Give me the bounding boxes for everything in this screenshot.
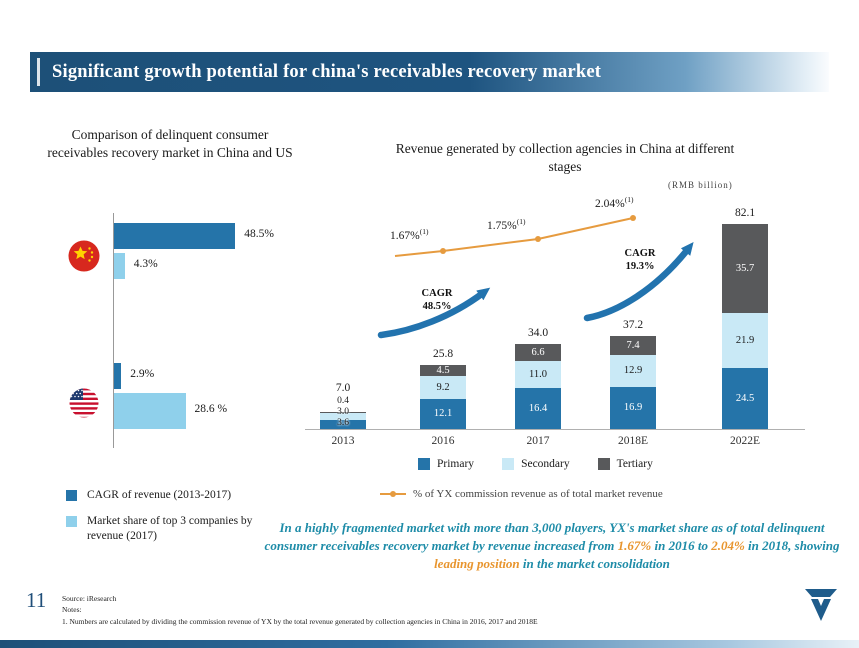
- legend-item-market-share: Market share of top 3 companies by reven…: [66, 514, 262, 544]
- cagr-annotation-2018-2022: CAGR 19.3%: [608, 247, 672, 273]
- stacked-bar-segment: 12.1: [420, 398, 466, 429]
- left-chart-value-label: 48.5%: [244, 228, 274, 240]
- legend-swatch-primary: [418, 458, 430, 470]
- stacked-bar-plot-area: 3.6 3.0 0.4 7.0 2013 12.1 9.2 4.5 25.8 2016 16.4 11…: [305, 193, 805, 447]
- china-flag-icon: [68, 240, 100, 277]
- title-banner: Significant growth potential for china's…: [30, 52, 829, 92]
- left-bar-chart: 48.5% 4.3% 2.9% 28.6 %: [113, 213, 356, 448]
- unit-label: (RMB billion): [668, 180, 733, 190]
- stacked-bar-segment: 24.5: [722, 367, 768, 429]
- notes-label: Notes:: [62, 605, 82, 615]
- segment-value-label: 0.4: [337, 396, 349, 406]
- slide-title: Significant growth potential for china's…: [52, 61, 602, 82]
- insight-text-segment: in the market consolidation: [519, 556, 670, 572]
- cagr-annotation-title: CAGR: [624, 248, 656, 259]
- legend-swatch-market-share: [66, 516, 77, 527]
- stacked-bar-segment: 7.4: [610, 336, 656, 355]
- stacked-chart-legend: Primary Secondary Tertiary: [418, 458, 653, 470]
- x-axis-label: 2017: [526, 435, 550, 447]
- stacked-bar-segment: [320, 420, 366, 429]
- bottom-accent-bar: [0, 640, 859, 648]
- cagr-annotation-value: 48.5%: [422, 301, 452, 313]
- legend-label-tertiary: Tertiary: [616, 458, 653, 470]
- stacked-bar-segment: 6.6: [515, 344, 561, 361]
- segment-value-label: 3.6: [337, 418, 349, 428]
- legend-item-primary: Primary: [418, 458, 474, 470]
- right-chart-title: Revenue generated by collection agencies…: [395, 141, 735, 175]
- insight-highlight: leading position: [434, 556, 520, 572]
- bar-total-label: 37.2: [622, 319, 644, 331]
- insight-highlight: 1.67%: [617, 538, 652, 554]
- stacked-bar-segment: [320, 412, 366, 420]
- source-text: Source: iResearch: [62, 594, 117, 603]
- left-chart-value-label: 4.3%: [133, 258, 158, 270]
- legend-label-cagr: CAGR of revenue (2013-2017): [87, 489, 232, 501]
- insight-highlight: 2.04%: [711, 538, 745, 554]
- left-chart-title: Comparison of delinquent consumer receiv…: [47, 127, 293, 161]
- left-chart-value-label: 2.9%: [130, 368, 155, 380]
- bar-total-label: 82.1: [734, 206, 756, 219]
- footnote-marker: (1): [516, 217, 526, 226]
- insight-text-segment: in 2016 to: [651, 538, 712, 554]
- left-chart-bar: [114, 363, 122, 389]
- line-series-legend: % of YX commission revenue as of total m…: [380, 488, 663, 500]
- stacked-bar-chart: 3.6 3.0 0.4 7.0 2013 12.1 9.2 4.5 25.8 2016 16.4 11…: [305, 193, 805, 447]
- legend-label-primary: Primary: [437, 458, 475, 470]
- insight-text-segment: in 2018, showing: [744, 538, 840, 554]
- x-axis-label: 2013: [331, 435, 355, 447]
- segment-value-label: 3.0: [337, 407, 349, 417]
- bar-total-label: 25.8: [432, 347, 454, 360]
- company-logo-icon: [798, 586, 844, 629]
- stacked-bar-segment: 9.2: [420, 375, 466, 399]
- stacked-bar-segment: 4.5: [420, 364, 466, 376]
- line-point-value: 1.75%: [487, 219, 517, 232]
- left-chart-bar: [114, 393, 186, 429]
- stacked-bar-segment: [320, 411, 366, 413]
- line-point-label: 1.67%(1): [390, 227, 428, 242]
- footnote-marker: (1): [419, 227, 429, 236]
- stacked-bar-segment: 12.9: [610, 354, 656, 387]
- page-number: 11: [26, 588, 47, 612]
- cagr-annotation-2013-2017: CAGR 48.5%: [405, 287, 469, 313]
- left-chart-value-label: 28.6 %: [194, 403, 228, 415]
- line-point-value: 2.04%: [595, 197, 625, 210]
- title-accent-line: [37, 58, 40, 86]
- legend-item-tertiary: Tertiary: [597, 458, 653, 470]
- legend-label-secondary: Secondary: [521, 458, 570, 470]
- line-point-value: 1.67%: [390, 229, 420, 242]
- legend-item-secondary: Secondary: [502, 458, 570, 470]
- legend-item-cagr: CAGR of revenue (2013-2017): [66, 488, 231, 503]
- line-point-label: 1.75%(1): [487, 217, 525, 232]
- bar-total-label: 7.0: [335, 382, 351, 394]
- bar-total-label: 34.0: [527, 327, 549, 339]
- x-axis-label: 2022E: [729, 435, 761, 447]
- left-chart-bar: [114, 253, 125, 279]
- x-axis-label: 2018E: [617, 435, 649, 447]
- stacked-bar-segment: 21.9: [722, 313, 768, 368]
- footnote-1: 1. Numbers are calculated by dividing th…: [62, 616, 538, 626]
- stacked-bar-segment: 35.7: [722, 223, 768, 313]
- legend-swatch-cagr: [66, 490, 77, 501]
- stacked-bar-segment: 11.0: [515, 360, 561, 388]
- us-flag-icon: [69, 388, 99, 423]
- line-legend-label: % of YX commission revenue as of total m…: [413, 488, 663, 500]
- stacked-bar-segment: 16.9: [610, 386, 656, 429]
- legend-swatch-secondary: [502, 458, 515, 470]
- orange-line-icon: [380, 490, 406, 498]
- cagr-annotation-title: CAGR: [421, 288, 453, 299]
- left-chart-bar: [114, 223, 236, 249]
- x-axis-label: 2016: [431, 435, 455, 447]
- line-point-label: 2.04%(1): [595, 195, 633, 210]
- insight-text: In a highly fragmented market with more …: [255, 519, 849, 574]
- cagr-annotation-value: 19.3%: [625, 261, 655, 273]
- source-notes: Source: iResearch Notes: 1. Numbers are …: [62, 593, 538, 627]
- footnote-marker: (1): [624, 195, 634, 204]
- insight-text-segment: In a highly fragmented market with more …: [264, 520, 825, 554]
- legend-label-market-share: Market share of top 3 companies by reven…: [87, 515, 253, 542]
- legend-swatch-tertiary: [597, 458, 610, 470]
- stacked-bar-segment: 16.4: [515, 388, 561, 429]
